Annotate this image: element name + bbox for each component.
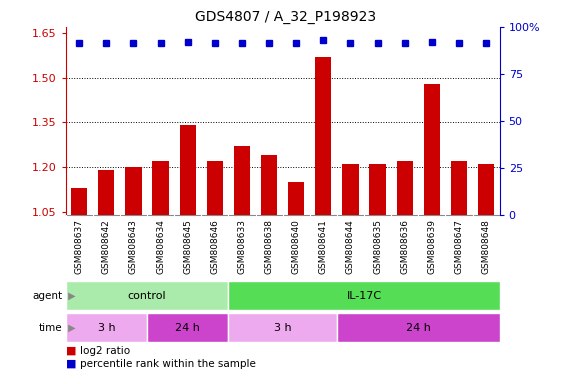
Text: GSM808641: GSM808641 — [319, 220, 328, 274]
Text: GSM808635: GSM808635 — [373, 220, 382, 275]
Bar — [126, 167, 142, 215]
Text: GSM808646: GSM808646 — [210, 220, 219, 274]
Text: GSM808640: GSM808640 — [292, 220, 301, 274]
Bar — [478, 164, 494, 215]
Text: 3 h: 3 h — [98, 323, 115, 333]
Bar — [179, 126, 196, 215]
Bar — [66, 281, 228, 310]
Text: GSM808643: GSM808643 — [129, 220, 138, 274]
Text: GSM808637: GSM808637 — [75, 220, 84, 275]
Bar — [234, 146, 250, 215]
Text: GSM808638: GSM808638 — [264, 220, 274, 275]
Bar — [207, 161, 223, 215]
Text: ▶: ▶ — [65, 323, 75, 333]
Text: GSM808636: GSM808636 — [400, 220, 409, 275]
Text: agent: agent — [33, 291, 63, 301]
Bar — [71, 188, 87, 215]
Text: 3 h: 3 h — [274, 323, 291, 333]
Text: IL-17C: IL-17C — [347, 291, 381, 301]
Bar — [315, 57, 331, 215]
Bar — [98, 170, 114, 215]
Bar — [147, 313, 228, 342]
Bar — [337, 313, 500, 342]
Text: GSM808647: GSM808647 — [455, 220, 464, 274]
Bar — [66, 313, 147, 342]
Text: GDS4807 / A_32_P198923: GDS4807 / A_32_P198923 — [195, 10, 376, 23]
Bar — [424, 84, 440, 215]
Bar — [152, 161, 169, 215]
Text: GSM808645: GSM808645 — [183, 220, 192, 274]
Bar — [369, 164, 386, 215]
Text: 24 h: 24 h — [406, 323, 431, 333]
Text: time: time — [39, 323, 63, 333]
Bar — [451, 161, 467, 215]
Text: GSM808639: GSM808639 — [427, 220, 436, 275]
Bar — [342, 164, 359, 215]
Text: ■: ■ — [66, 346, 80, 356]
Text: GSM808633: GSM808633 — [238, 220, 247, 275]
Bar — [261, 155, 278, 215]
Text: GSM808644: GSM808644 — [346, 220, 355, 274]
Text: log2 ratio: log2 ratio — [80, 346, 130, 356]
Bar — [228, 281, 500, 310]
Text: 24 h: 24 h — [175, 323, 200, 333]
Text: ▶: ▶ — [65, 291, 75, 301]
Text: GSM808642: GSM808642 — [102, 220, 111, 274]
Bar — [288, 182, 304, 215]
Text: GSM808648: GSM808648 — [481, 220, 490, 274]
Text: ■: ■ — [66, 359, 80, 369]
Bar — [396, 161, 413, 215]
Text: control: control — [128, 291, 166, 301]
Text: percentile rank within the sample: percentile rank within the sample — [80, 359, 256, 369]
Text: GSM808634: GSM808634 — [156, 220, 165, 274]
Bar — [228, 313, 337, 342]
